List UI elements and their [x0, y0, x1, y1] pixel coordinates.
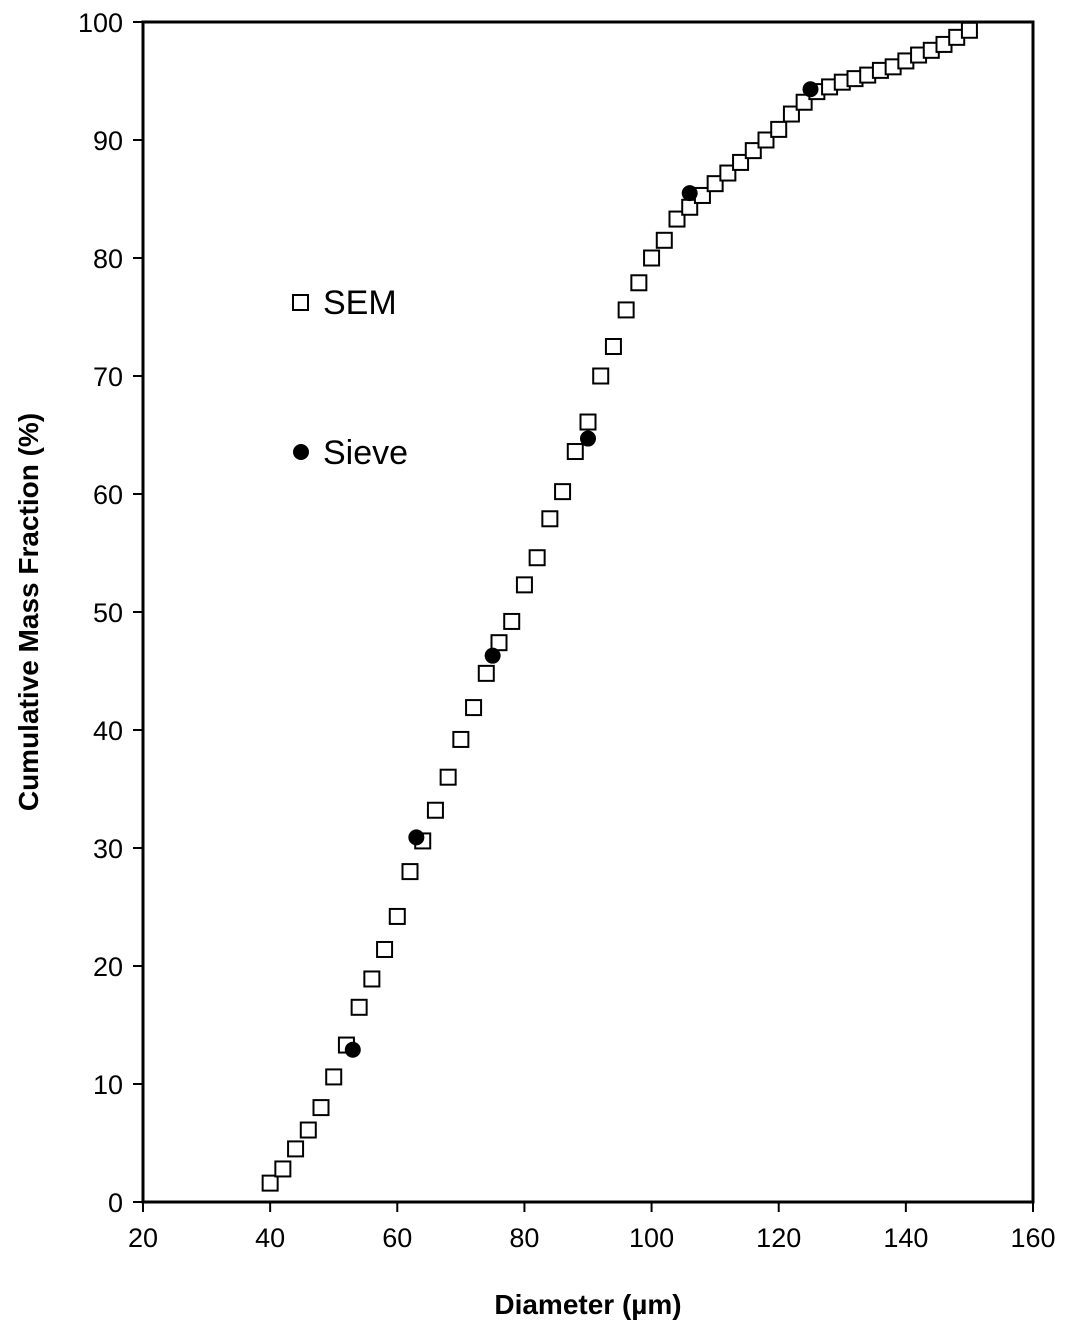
y-tick-label: 90: [93, 126, 123, 156]
sem-point: [579, 413, 597, 431]
legend-sieve-marker: [293, 444, 309, 460]
x-tick-label: 100: [629, 1223, 674, 1253]
sem-point: [477, 664, 495, 682]
y-tick-label: 20: [93, 952, 123, 982]
sem-point: [795, 93, 813, 111]
sem-point: [668, 210, 686, 228]
legend: SEM Sieve: [292, 284, 408, 472]
sem-point: [287, 1140, 305, 1158]
sem-point: [566, 443, 584, 461]
sem-point: [274, 1160, 292, 1178]
x-tick-label: 40: [255, 1223, 285, 1253]
sem-point: [528, 549, 546, 567]
x-tick-label: 20: [128, 1223, 158, 1253]
y-tick-label: 50: [93, 598, 123, 628]
sem-point: [503, 612, 521, 630]
sieve-point: [580, 430, 596, 447]
sem-point: [770, 120, 788, 138]
sem-point: [515, 576, 533, 594]
x-tick-label: 60: [382, 1223, 412, 1253]
sem-point: [376, 940, 394, 958]
y-tick-label: 40: [93, 716, 123, 746]
sieve-point: [802, 81, 819, 98]
y-axis: 0 10 20 30 40 50 60 70 80 90 100: [78, 8, 143, 1218]
y-tick-label: 100: [78, 8, 123, 38]
y-axis-title: Cumulative Mass Fraction (%): [13, 413, 44, 811]
y-tick-label: 0: [108, 1188, 123, 1218]
x-tick-label: 140: [883, 1223, 928, 1253]
sieve-point: [408, 829, 425, 846]
sem-point: [312, 1099, 330, 1117]
legend-sem-marker: [292, 294, 309, 311]
legend-item-sem: SEM: [292, 284, 397, 322]
sem-point: [655, 231, 673, 249]
x-tick-label: 80: [509, 1223, 539, 1253]
x-axis-title: Diameter (µm): [494, 1289, 681, 1320]
sem-point: [782, 105, 800, 123]
sem-point: [592, 367, 610, 385]
sem-point: [617, 301, 635, 319]
sem-point: [350, 998, 368, 1016]
plot-area: [141, 20, 1035, 1204]
y-tick-label: 70: [93, 362, 123, 392]
x-tick-label: 160: [1010, 1223, 1055, 1253]
x-axis: 20 40 60 80 100 120 140 160: [128, 1202, 1056, 1253]
sieve-point: [484, 647, 501, 664]
sem-point: [363, 970, 381, 988]
x-tick-label: 120: [756, 1223, 801, 1253]
sem-point: [630, 274, 648, 292]
sem-point: [452, 730, 470, 748]
legend-sieve-label: Sieve: [323, 434, 408, 472]
sem-point: [744, 142, 762, 160]
y-tick-label: 10: [93, 1070, 123, 1100]
y-tick-label: 60: [93, 480, 123, 510]
sem-point: [554, 483, 572, 501]
sem-point: [719, 164, 737, 182]
sem-point: [490, 634, 508, 652]
sem-point: [604, 338, 622, 355]
sem-point: [541, 510, 559, 528]
sem-point: [401, 863, 419, 881]
y-tick-label: 80: [93, 244, 123, 274]
sieve-point: [681, 185, 698, 202]
sem-point: [439, 768, 457, 786]
legend-sem-label: SEM: [323, 284, 397, 322]
sem-point: [732, 153, 750, 171]
sem-point: [960, 21, 978, 39]
sem-point: [757, 131, 775, 149]
sem-point: [261, 1174, 279, 1192]
sem-point: [426, 801, 444, 819]
sem-point: [643, 249, 661, 267]
y-tick-label: 30: [93, 834, 123, 864]
legend-item-sieve: Sieve: [293, 434, 408, 472]
sem-point: [299, 1121, 317, 1139]
sieve-point: [344, 1041, 361, 1058]
sem-point: [388, 907, 406, 925]
sem-point: [706, 175, 724, 193]
sem-point: [465, 699, 483, 717]
data-marks: [261, 21, 978, 1192]
sem-point: [325, 1068, 343, 1086]
plot-frame: [141, 20, 1035, 1204]
